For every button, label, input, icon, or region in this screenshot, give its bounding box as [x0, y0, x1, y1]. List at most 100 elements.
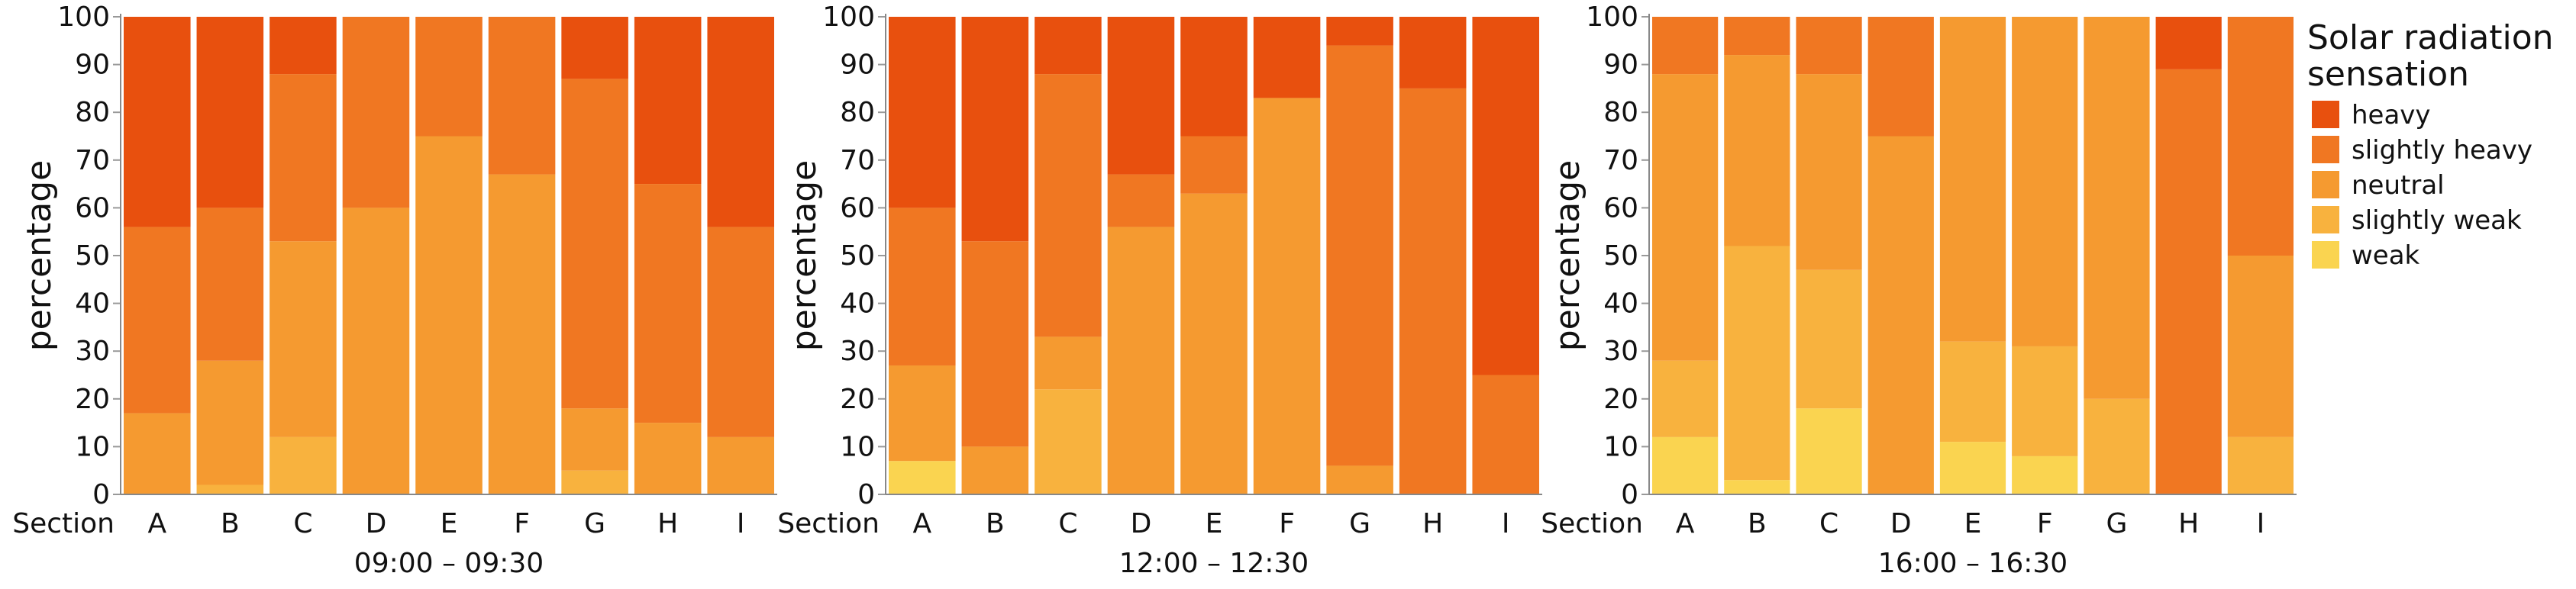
x-tick-label: H	[2178, 508, 2199, 539]
legend-title-line2: sensation	[2307, 55, 2469, 94]
y-tick-label: 40	[840, 288, 875, 320]
bar-segment-heavy-i	[1472, 17, 1539, 375]
bar-segment-neutral-c	[1035, 336, 1102, 390]
bar-segment-neutral-d	[1107, 227, 1175, 494]
bar-segment-slightly-heavy-e	[415, 17, 483, 137]
bar-segment-heavy-a	[124, 17, 191, 227]
chart-panel-1200: 0 10 20 30 40 50 60 70 80 90 100 percentage A B C D E F G H…	[777, 2, 1542, 579]
y-tick-label: 60	[840, 192, 875, 224]
y-tick-label: 80	[840, 97, 875, 128]
x-tick-label: A	[1676, 508, 1695, 539]
legend-label-weak: weak	[2352, 240, 2420, 271]
x-tick-label: D	[366, 508, 387, 539]
bar-segment-slightly-heavy-g	[1326, 45, 1393, 466]
bar-segment-neutral-a	[1652, 74, 1719, 361]
bar-segment-heavy-b	[961, 17, 1029, 242]
bar-segment-heavy-d	[1107, 17, 1175, 175]
bar-segment-slightly-weak-c	[1035, 389, 1102, 494]
bar-segment-slightly-heavy-b	[961, 241, 1029, 447]
x-tick-label: H	[1422, 508, 1443, 539]
y-tick-label: 20	[840, 384, 875, 415]
bar-segment-neutral-e	[1939, 17, 2006, 342]
bar-segment-neutral-a	[124, 413, 191, 494]
bar-segment-weak-e	[1939, 442, 2006, 494]
bar-segment-slightly-heavy-h	[634, 184, 702, 423]
bar-segment-neutral-e	[1180, 193, 1248, 494]
bar-segment-slightly-heavy-c	[1796, 17, 1862, 75]
legend-swatch-weak	[2312, 241, 2339, 269]
y-tick-label: 90	[75, 50, 110, 81]
x-tick-label: C	[293, 508, 312, 539]
x-tick-label: I	[737, 508, 745, 539]
y-tick-label: 0	[857, 479, 875, 510]
chart-panel-1600: 0 10 20 30 40 50 60 70 80 90 100 percentage A B C D E F G H…	[1541, 2, 2297, 579]
y-tick-label: 10	[1603, 431, 1638, 462]
x-tick-label: I	[2257, 508, 2265, 539]
panel-title: 12:00 – 12:30	[1119, 548, 1309, 579]
bar-segment-slightly-heavy-i	[1472, 375, 1539, 494]
x-tick-label: H	[657, 508, 678, 539]
panel-title: 16:00 – 16:30	[1878, 548, 2068, 579]
y-tick-label: 90	[1603, 50, 1638, 81]
y-axis-label: percentage	[1548, 160, 1587, 352]
y-axis-label: percentage	[785, 160, 824, 352]
bar-segment-slightly-heavy-a	[889, 208, 956, 365]
legend-label-slightly-heavy: slightly heavy	[2352, 135, 2532, 166]
bar-segment-neutral-b	[1724, 55, 1790, 246]
bar-segment-weak-b	[1724, 480, 1790, 494]
bar-segment-slightly-heavy-d	[1107, 174, 1175, 227]
y-tick-label: 10	[840, 431, 875, 462]
bar-segment-neutral-a	[889, 365, 956, 462]
bar-segment-heavy-g	[1326, 17, 1393, 46]
y-tick-label: 70	[1603, 145, 1638, 176]
bar-segment-neutral-i	[2227, 256, 2294, 437]
bar-segment-heavy-a	[889, 17, 956, 208]
bar-segment-neutral-c	[270, 241, 337, 437]
bar-segment-slightly-heavy-b	[1724, 17, 1790, 56]
x-tick-label: D	[1131, 508, 1152, 539]
bar-segment-neutral-d	[342, 208, 410, 494]
y-tick-label: 60	[1603, 192, 1638, 224]
bar-segment-weak-a	[889, 461, 956, 494]
y-tick-label: 30	[75, 336, 110, 367]
chart-panel-0900: 0 10 20 30 40 50 60 70 80 90 100 percentage A B C D E F G H…	[12, 2, 777, 579]
y-tick-label: 100	[822, 2, 875, 33]
legend-swatch-slightly-weak	[2312, 206, 2339, 233]
bar-segment-weak-f	[2012, 455, 2078, 494]
legend-label-heavy: heavy	[2352, 100, 2431, 130]
x-tick-label: G	[584, 508, 605, 539]
bar-segment-slightly-heavy-h	[1399, 88, 1467, 494]
bar-segment-slightly-weak-i	[2227, 436, 2294, 494]
bar-segment-heavy-g	[561, 17, 628, 79]
bar-segment-heavy-i	[707, 17, 774, 227]
bar-segment-slightly-heavy-d	[342, 17, 410, 208]
bar-segment-slightly-weak-c	[270, 436, 337, 494]
y-tick-label: 40	[75, 288, 110, 320]
panel-title: 09:00 – 09:30	[354, 548, 544, 579]
bar-segment-slightly-heavy-f	[488, 17, 556, 175]
bar-segment-slightly-heavy-e	[1180, 136, 1248, 194]
x-tick-label: F	[514, 508, 530, 539]
x-tick-label: D	[1890, 508, 1912, 539]
y-tick-label: 10	[75, 431, 110, 462]
bar-segment-neutral-f	[2012, 17, 2078, 346]
bar-segment-heavy-f	[1253, 17, 1321, 98]
legend-title-line1: Solar radiation	[2307, 18, 2554, 57]
bar-segment-weak-c	[1796, 408, 1862, 494]
y-tick-label: 80	[75, 97, 110, 128]
x-tick-label: G	[2106, 508, 2127, 539]
bar-segment-heavy-h	[1399, 17, 1467, 89]
y-tick-label: 30	[840, 336, 875, 367]
bar-segment-slightly-weak-b	[1724, 246, 1790, 481]
bar-segment-weak-a	[1652, 436, 1719, 494]
bar-segment-slightly-heavy-c	[270, 74, 337, 242]
bar-segment-heavy-h	[2155, 17, 2222, 69]
bar-segment-slightly-weak-g	[2084, 398, 2150, 494]
x-tick-label: F	[1279, 508, 1295, 539]
x-tick-label: E	[1206, 508, 1223, 539]
x-tick-label: A	[912, 508, 931, 539]
y-tick-label: 50	[75, 240, 110, 272]
x-axis-label: Section	[777, 508, 880, 539]
